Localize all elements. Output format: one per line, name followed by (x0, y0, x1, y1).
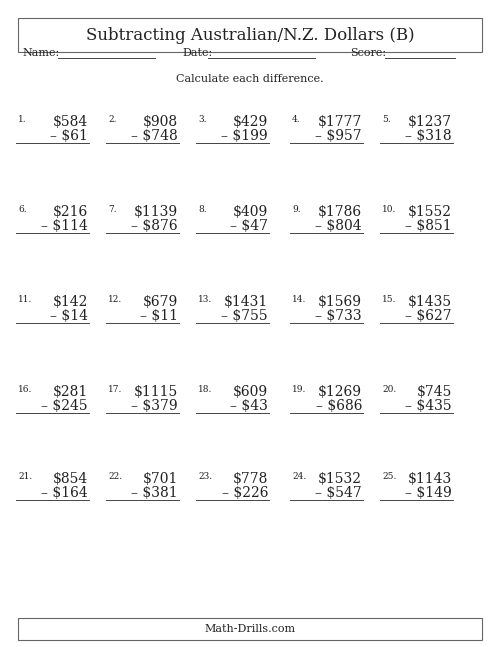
Text: – $733: – $733 (316, 309, 362, 323)
Text: $679: $679 (143, 295, 178, 309)
Text: $701: $701 (142, 472, 178, 486)
Text: – $381: – $381 (132, 486, 178, 500)
Text: 25.: 25. (382, 472, 396, 481)
Text: $584: $584 (53, 115, 88, 129)
Text: – $11: – $11 (140, 309, 178, 323)
Text: 15.: 15. (382, 295, 396, 304)
Text: 13.: 13. (198, 295, 212, 304)
Text: 21.: 21. (18, 472, 32, 481)
Text: – $318: – $318 (406, 129, 452, 143)
Text: – $47: – $47 (230, 219, 268, 233)
Text: 9.: 9. (292, 205, 300, 214)
Text: 16.: 16. (18, 385, 32, 394)
Text: – $164: – $164 (41, 486, 88, 500)
Text: 18.: 18. (198, 385, 212, 394)
Text: 11.: 11. (18, 295, 32, 304)
Text: – $379: – $379 (132, 399, 178, 413)
Text: 17.: 17. (108, 385, 122, 394)
Text: – $245: – $245 (42, 399, 88, 413)
Text: $1139: $1139 (134, 205, 178, 219)
Text: 19.: 19. (292, 385, 306, 394)
Text: $1143: $1143 (408, 472, 452, 486)
Text: 3.: 3. (198, 115, 206, 124)
Text: Math-Drills.com: Math-Drills.com (204, 624, 296, 634)
Text: Score:: Score: (350, 48, 386, 58)
Text: $1569: $1569 (318, 295, 362, 309)
Text: $409: $409 (233, 205, 268, 219)
Text: $142: $142 (52, 295, 88, 309)
Text: – $627: – $627 (406, 309, 452, 323)
Text: 6.: 6. (18, 205, 26, 214)
Text: – $748: – $748 (131, 129, 178, 143)
Text: – $149: – $149 (405, 486, 452, 500)
Text: $1532: $1532 (318, 472, 362, 486)
Text: $1777: $1777 (318, 115, 362, 129)
Text: 8.: 8. (198, 205, 206, 214)
Text: $1115: $1115 (134, 385, 178, 399)
Text: – $114: – $114 (41, 219, 88, 233)
Text: 14.: 14. (292, 295, 306, 304)
Text: $778: $778 (232, 472, 268, 486)
Text: 10.: 10. (382, 205, 396, 214)
Text: $1237: $1237 (408, 115, 452, 129)
Text: 5.: 5. (382, 115, 391, 124)
Text: 7.: 7. (108, 205, 116, 214)
Text: $1269: $1269 (318, 385, 362, 399)
Text: 4.: 4. (292, 115, 300, 124)
Text: $854: $854 (53, 472, 88, 486)
Text: 20.: 20. (382, 385, 396, 394)
Text: – $435: – $435 (406, 399, 452, 413)
Text: 23.: 23. (198, 472, 212, 481)
Text: $908: $908 (143, 115, 178, 129)
Text: $1552: $1552 (408, 205, 452, 219)
Text: $281: $281 (53, 385, 88, 399)
Text: – $957: – $957 (316, 129, 362, 143)
Text: Subtracting Australian/N.Z. Dollars (B): Subtracting Australian/N.Z. Dollars (B) (86, 27, 414, 43)
Text: $1431: $1431 (224, 295, 268, 309)
Text: – $876: – $876 (132, 219, 178, 233)
Text: – $804: – $804 (316, 219, 362, 233)
Text: Name:: Name: (22, 48, 60, 58)
Text: – $851: – $851 (406, 219, 452, 233)
Text: – $547: – $547 (316, 486, 362, 500)
Text: 24.: 24. (292, 472, 306, 481)
Text: $609: $609 (233, 385, 268, 399)
Text: – $686: – $686 (316, 399, 362, 413)
Text: $216: $216 (53, 205, 88, 219)
Text: $1786: $1786 (318, 205, 362, 219)
Text: 22.: 22. (108, 472, 122, 481)
Bar (18, 18, 482, 52)
Text: – $61: – $61 (50, 129, 88, 143)
Text: – $14: – $14 (50, 309, 88, 323)
Text: – $755: – $755 (222, 309, 268, 323)
Text: 12.: 12. (108, 295, 122, 304)
Text: 1.: 1. (18, 115, 26, 124)
Text: – $43: – $43 (230, 399, 268, 413)
Text: – $226: – $226 (222, 486, 268, 500)
Text: 2.: 2. (108, 115, 116, 124)
Text: $1435: $1435 (408, 295, 452, 309)
Text: $745: $745 (416, 385, 452, 399)
Text: Calculate each difference.: Calculate each difference. (176, 74, 324, 84)
Text: Date:: Date: (182, 48, 212, 58)
Text: – $199: – $199 (222, 129, 268, 143)
Bar (18, 618, 482, 640)
Text: $429: $429 (233, 115, 268, 129)
